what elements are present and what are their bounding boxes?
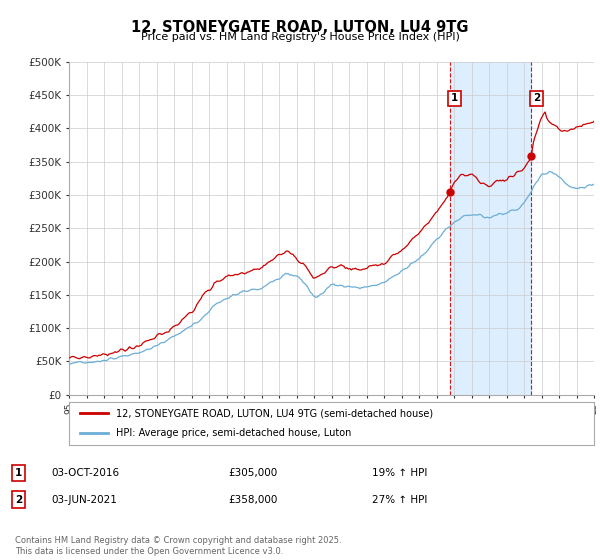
Text: Price paid vs. HM Land Registry's House Price Index (HPI): Price paid vs. HM Land Registry's House …	[140, 32, 460, 43]
Text: 27% ↑ HPI: 27% ↑ HPI	[372, 494, 427, 505]
Text: 19% ↑ HPI: 19% ↑ HPI	[372, 468, 427, 478]
Text: £358,000: £358,000	[228, 494, 277, 505]
Text: £305,000: £305,000	[228, 468, 277, 478]
Text: 2: 2	[15, 494, 22, 505]
Bar	[449, 62, 532, 395]
Text: 2: 2	[533, 94, 540, 103]
Text: 1: 1	[451, 94, 458, 103]
Text: 03-JUN-2021: 03-JUN-2021	[51, 494, 117, 505]
Text: 12, STONEYGATE ROAD, LUTON, LU4 9TG (semi-detached house): 12, STONEYGATE ROAD, LUTON, LU4 9TG (sem…	[116, 408, 433, 418]
Text: 03-OCT-2016: 03-OCT-2016	[51, 468, 119, 478]
Text: 1: 1	[15, 468, 22, 478]
Text: HPI: Average price, semi-detached house, Luton: HPI: Average price, semi-detached house,…	[116, 428, 352, 438]
Text: 12, STONEYGATE ROAD, LUTON, LU4 9TG: 12, STONEYGATE ROAD, LUTON, LU4 9TG	[131, 20, 469, 35]
Text: Contains HM Land Registry data © Crown copyright and database right 2025.
This d: Contains HM Land Registry data © Crown c…	[15, 536, 341, 556]
